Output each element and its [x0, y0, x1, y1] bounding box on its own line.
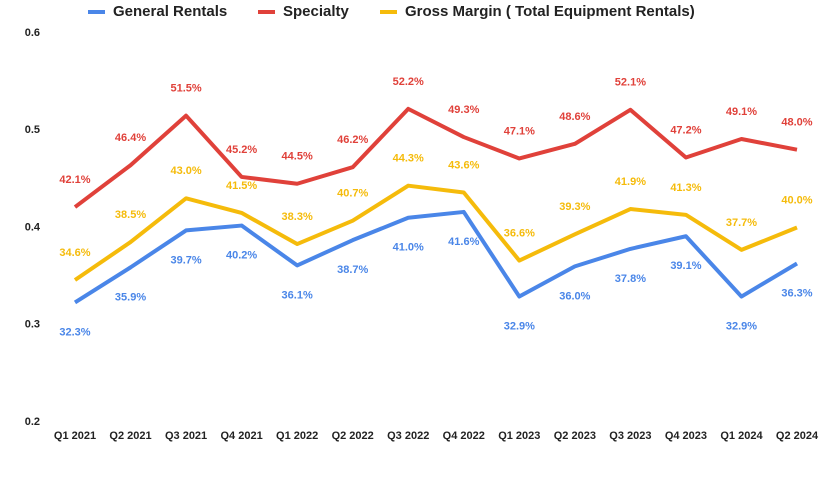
legend-label: Gross Margin ( Total Equipment Rentals) — [405, 3, 695, 20]
data-label: 35.9% — [115, 291, 146, 303]
data-label: 32.9% — [504, 320, 535, 332]
series-line — [73, 106, 798, 209]
data-label: 38.7% — [337, 264, 368, 276]
data-label: 41.9% — [615, 176, 646, 188]
data-label: 43.6% — [448, 159, 479, 171]
data-label: 41.6% — [448, 236, 479, 248]
data-label: 36.6% — [504, 227, 535, 239]
x-tick-label: Q1 2021 — [54, 430, 96, 442]
series-line — [73, 209, 799, 305]
x-tick-label: Q2 2024 — [776, 430, 819, 442]
x-tick-label: Q3 2023 — [609, 430, 651, 442]
data-label: 40.7% — [337, 188, 368, 200]
data-label: 49.3% — [448, 104, 479, 116]
data-label: 37.8% — [615, 273, 646, 285]
data-label: 36.3% — [781, 287, 812, 299]
series-line — [73, 183, 798, 282]
y-tick-label: 0.3 — [25, 319, 40, 331]
x-tick-label: Q4 2023 — [665, 430, 707, 442]
data-label: 37.7% — [726, 217, 757, 229]
x-tick-label: Q2 2022 — [332, 430, 374, 442]
data-label: 51.5% — [170, 83, 201, 95]
data-label: 44.5% — [282, 151, 313, 163]
x-tick-label: Q4 2022 — [443, 430, 485, 442]
x-tick-label: Q1 2024 — [720, 430, 763, 442]
data-label: 32.3% — [59, 326, 90, 338]
data-label: 42.1% — [59, 174, 90, 186]
data-label: 47.2% — [670, 124, 701, 136]
data-label: 41.5% — [226, 180, 257, 192]
legend-label: General Rentals — [113, 3, 227, 20]
data-label: 39.1% — [670, 260, 701, 272]
data-label: 39.7% — [170, 254, 201, 266]
x-tick-label: Q2 2021 — [109, 430, 151, 442]
data-label: 45.2% — [226, 144, 257, 156]
data-label: 40.0% — [781, 194, 812, 206]
data-label: 52.1% — [615, 77, 646, 89]
data-label: 43.0% — [170, 165, 201, 177]
x-tick-label: Q3 2021 — [165, 430, 207, 442]
y-tick-label: 0.2 — [25, 416, 40, 428]
x-tick-label: Q1 2022 — [276, 430, 318, 442]
data-label: 36.0% — [559, 290, 590, 302]
data-label: 48.6% — [559, 111, 590, 123]
y-tick-label: 0.6 — [25, 27, 40, 39]
data-label: 32.9% — [726, 320, 757, 332]
x-tick-label: Q4 2021 — [221, 430, 263, 442]
y-tick-label: 0.5 — [25, 124, 40, 136]
y-tick-label: 0.4 — [25, 221, 41, 233]
data-label: 38.3% — [282, 211, 313, 223]
x-tick-label: Q3 2022 — [387, 430, 429, 442]
data-label: 41.0% — [393, 242, 424, 254]
legend-label: Specialty — [283, 3, 350, 20]
data-label: 46.4% — [115, 132, 146, 144]
data-label: 39.3% — [559, 201, 590, 213]
data-label: 38.5% — [115, 209, 146, 221]
data-label: 40.2% — [226, 249, 257, 261]
x-tick-label: Q1 2023 — [498, 430, 540, 442]
data-label: 44.3% — [393, 153, 424, 165]
data-label: 46.2% — [337, 134, 368, 146]
data-label: 48.0% — [781, 117, 812, 129]
data-label: 47.1% — [504, 125, 535, 137]
data-label: 36.1% — [282, 289, 313, 301]
data-label: 49.1% — [726, 106, 757, 118]
data-label: 41.3% — [670, 182, 701, 194]
x-tick-label: Q2 2023 — [554, 430, 596, 442]
data-label: 52.2% — [393, 76, 424, 88]
data-label: 34.6% — [59, 247, 90, 259]
